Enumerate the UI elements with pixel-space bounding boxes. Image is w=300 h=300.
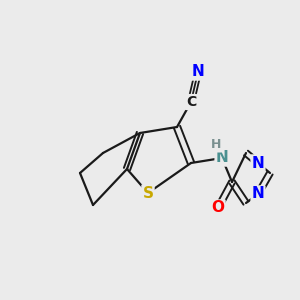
Text: N: N (252, 187, 264, 202)
Text: C: C (186, 95, 196, 109)
Text: H: H (211, 139, 221, 152)
Text: N: N (252, 155, 264, 170)
Text: O: O (212, 200, 224, 215)
Text: S: S (142, 185, 154, 200)
Text: N: N (192, 64, 204, 80)
Text: N: N (216, 151, 228, 166)
